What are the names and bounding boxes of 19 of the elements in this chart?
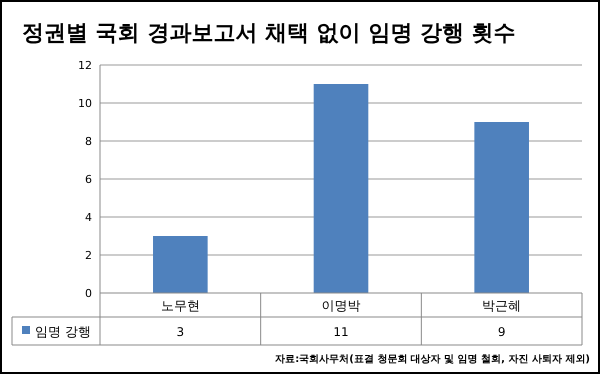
chart-title: 정권별 국회 경과보고서 채택 없이 임명 강행 횟수 [22, 21, 516, 46]
x-tick-label: 이명박 [322, 299, 360, 314]
y-tick-label: 10 [78, 97, 92, 110]
bar [314, 84, 368, 293]
data-label: 11 [333, 325, 349, 339]
bar [474, 122, 529, 293]
x-tick-label: 노무현 [160, 299, 200, 314]
y-tick-label: 0 [85, 287, 92, 300]
y-tick-label: 8 [85, 135, 92, 148]
legend-label: 임명 강행 [35, 325, 92, 340]
bar [153, 236, 208, 293]
x-tick-label: 박근혜 [482, 299, 522, 314]
y-tick-label: 6 [85, 173, 92, 186]
data-label: 9 [498, 325, 506, 339]
text: 자료:국회사무처(표결 청문회 대상자 및 임명 철회, 자진 사퇴자 제외) [275, 354, 590, 365]
y-tick-label: 4 [85, 211, 92, 224]
y-tick-label: 12 [78, 59, 92, 72]
data-label: 3 [176, 325, 184, 339]
y-tick-label: 2 [85, 249, 92, 262]
